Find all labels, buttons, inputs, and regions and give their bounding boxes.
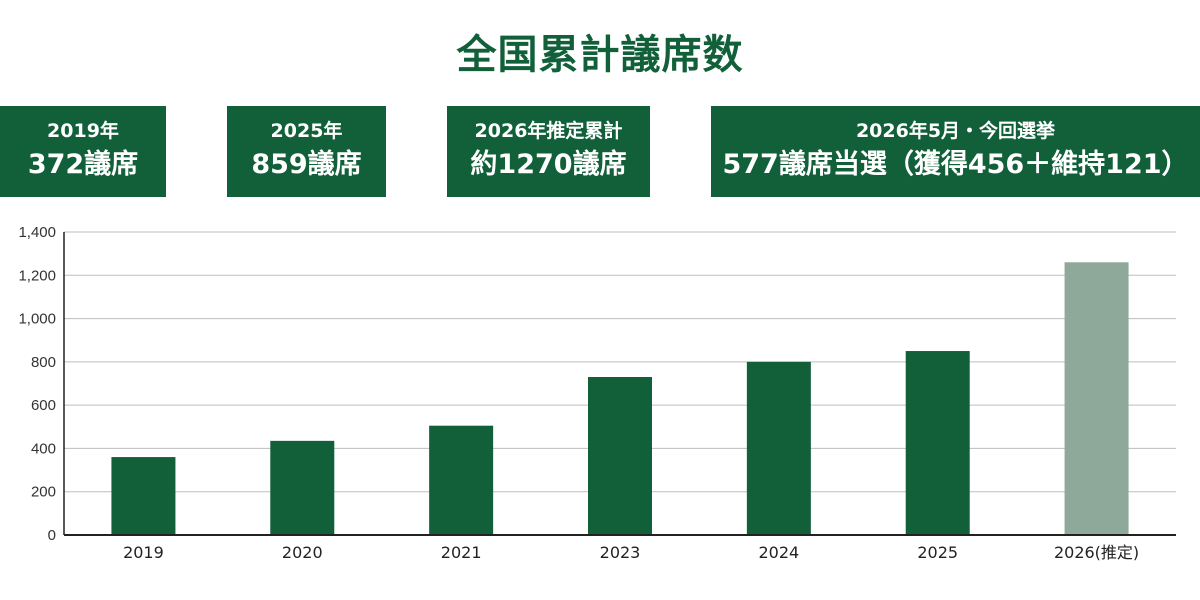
- stat-label: 2019年: [47, 119, 119, 142]
- y-tick-label: 800: [31, 354, 56, 371]
- chart-title: 全国累計議席数: [456, 32, 744, 78]
- bar: [746, 361, 811, 535]
- stat-value: 859議席: [251, 148, 362, 180]
- bar: [270, 440, 335, 535]
- y-tick-label: 1,400: [18, 224, 56, 241]
- y-tick-label: 400: [31, 440, 56, 457]
- y-tick-label: 1,200: [18, 267, 56, 284]
- stat-label: 2026年推定累計: [474, 119, 623, 142]
- y-tick-label: 1,000: [18, 311, 56, 328]
- x-tick-label: 2021: [441, 543, 482, 562]
- x-tick-label: 2019: [123, 543, 164, 562]
- bar: [429, 425, 494, 535]
- stat-value: 577議席当選（獲得456＋維持121）: [722, 148, 1189, 180]
- stat-value: 372議席: [27, 148, 139, 180]
- bar: [588, 377, 652, 535]
- y-axis-ticks: 0 200 400 600 800 1,000 1,200 1,400: [18, 224, 56, 544]
- bar: [1064, 262, 1129, 535]
- x-tick-label: 2020: [282, 543, 323, 562]
- stat-box-2026-election: 2026年5月・今回選挙 577議席当選（獲得456＋維持121）: [711, 106, 1200, 197]
- bar: [905, 351, 970, 535]
- y-tick-label: 600: [31, 397, 56, 414]
- stat-box-2025: 2025年 859議席: [227, 106, 386, 197]
- bar-chart: 0 200 400 600 800 1,000 1,200 1,400 2019 2020 202…: [18, 224, 1176, 562]
- x-tick-label: 2026(推定): [1054, 543, 1139, 562]
- y-tick-label: 200: [31, 484, 56, 501]
- stat-label: 2026年5月・今回選挙: [855, 119, 1056, 142]
- bars: [111, 262, 1129, 535]
- x-tick-label: 2025: [917, 543, 958, 562]
- stat-box-2019: 2019年 372議席: [0, 106, 166, 197]
- x-tick-label: 2023: [600, 543, 641, 562]
- x-tick-label: 2024: [758, 543, 799, 562]
- x-axis-ticks: 2019 2020 2021 2023 2024 2025 2026(推定): [123, 543, 1139, 562]
- bar: [111, 457, 176, 535]
- stat-box-2026-estimate: 2026年推定累計 約1270議席: [447, 106, 650, 197]
- y-tick-label: 0: [48, 527, 56, 544]
- stat-value: 約1270議席: [470, 148, 627, 180]
- stat-label: 2025年: [270, 119, 343, 142]
